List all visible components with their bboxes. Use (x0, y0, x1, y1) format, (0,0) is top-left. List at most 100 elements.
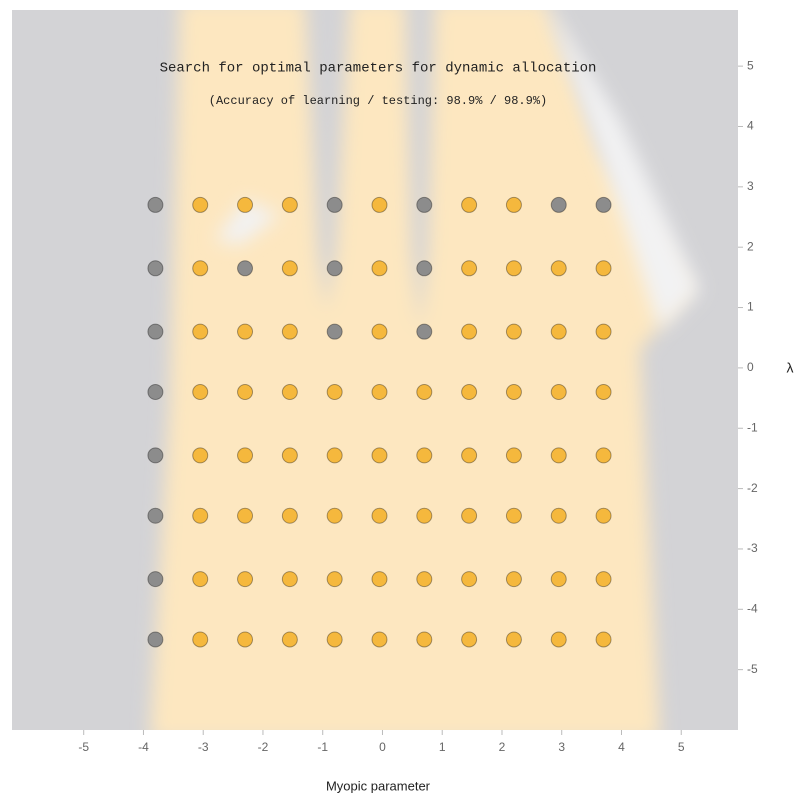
point (147, 323, 164, 340)
point (237, 631, 254, 648)
point (461, 384, 478, 401)
point (550, 384, 567, 401)
point (281, 384, 298, 401)
point (281, 447, 298, 464)
point (461, 196, 478, 213)
point (595, 323, 612, 340)
x-tick-label: 2 (499, 740, 506, 754)
point (326, 196, 343, 213)
point (281, 571, 298, 588)
chart-title: Search for optimal parameters for dynami… (160, 61, 597, 77)
y-tick-label: -1 (747, 420, 758, 434)
point (147, 631, 164, 648)
point (147, 447, 164, 464)
decision-background (12, 10, 738, 730)
y-tick-label: 1 (747, 300, 754, 314)
point (595, 631, 612, 648)
point (371, 384, 388, 401)
point (371, 631, 388, 648)
point (416, 571, 433, 588)
point (416, 196, 433, 213)
y-tick-label: -2 (747, 481, 758, 495)
point (281, 323, 298, 340)
x-tick-label: 1 (439, 740, 446, 754)
point (237, 384, 254, 401)
point (461, 507, 478, 524)
y-tick-label: -3 (747, 541, 758, 555)
y-tick-label: 4 (747, 119, 754, 133)
point (505, 631, 522, 648)
point (595, 196, 612, 213)
point (416, 323, 433, 340)
point (595, 507, 612, 524)
point (192, 507, 209, 524)
x-tick-label: 4 (618, 740, 625, 754)
highlight (215, 10, 700, 330)
point (281, 196, 298, 213)
point (371, 447, 388, 464)
point (461, 260, 478, 277)
y-tick-label: -5 (747, 662, 758, 676)
x-tick-label: -4 (138, 740, 149, 754)
point (505, 384, 522, 401)
point (371, 507, 388, 524)
x-tick-label: 3 (558, 740, 565, 754)
point (192, 571, 209, 588)
point (371, 196, 388, 213)
point (461, 447, 478, 464)
point (416, 260, 433, 277)
point (505, 447, 522, 464)
point (237, 447, 254, 464)
point (326, 384, 343, 401)
point (192, 323, 209, 340)
point (595, 384, 612, 401)
point (237, 196, 254, 213)
x-tick-label: -1 (317, 740, 328, 754)
point (461, 631, 478, 648)
point (416, 447, 433, 464)
point (505, 260, 522, 277)
point (505, 571, 522, 588)
point (505, 323, 522, 340)
point (550, 260, 567, 277)
point (550, 507, 567, 524)
point (326, 260, 343, 277)
y-tick-label: 0 (747, 360, 754, 374)
y-tick-label: 5 (747, 58, 754, 72)
x-axis-label: Myopic parameter (326, 778, 431, 793)
point (147, 196, 164, 213)
chart-subtitle: (Accuracy of learning / testing: 98.9% /… (209, 94, 547, 108)
point (192, 447, 209, 464)
x-tick-label: 5 (678, 740, 685, 754)
point (237, 507, 254, 524)
point (281, 260, 298, 277)
point (550, 447, 567, 464)
point (147, 507, 164, 524)
point (550, 323, 567, 340)
point (371, 260, 388, 277)
point (192, 260, 209, 277)
point (371, 571, 388, 588)
y-tick-label: -4 (747, 601, 758, 615)
point (595, 260, 612, 277)
point (192, 196, 209, 213)
point (281, 631, 298, 648)
point (326, 323, 343, 340)
point (595, 571, 612, 588)
point (326, 507, 343, 524)
y-tick-label: 2 (747, 239, 754, 253)
point (505, 196, 522, 213)
point (147, 571, 164, 588)
point (192, 384, 209, 401)
point (326, 631, 343, 648)
point (550, 196, 567, 213)
y-tick-label: 3 (747, 179, 754, 193)
point (550, 631, 567, 648)
point (326, 447, 343, 464)
point (237, 260, 254, 277)
point (237, 323, 254, 340)
point (326, 571, 343, 588)
point (371, 323, 388, 340)
x-tick-label: 0 (379, 740, 386, 754)
